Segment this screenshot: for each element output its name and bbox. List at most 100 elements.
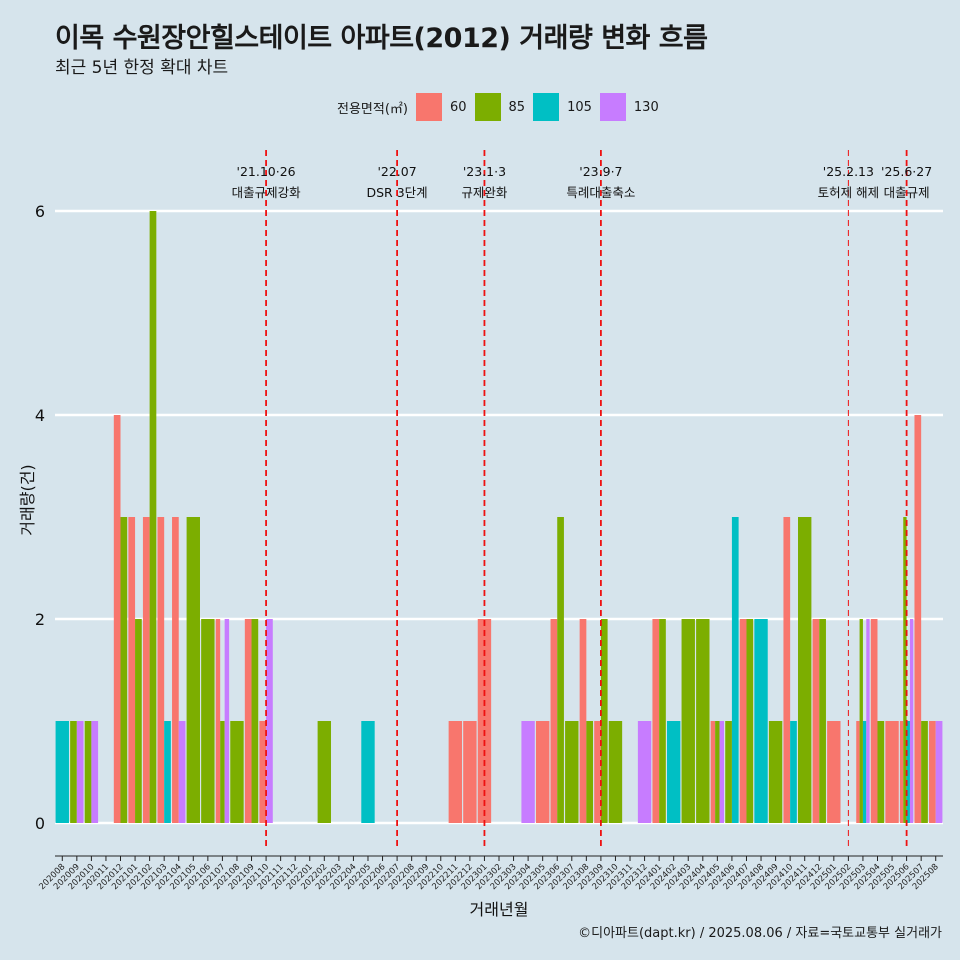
event-label-5: 대출규제 — [884, 185, 930, 200]
bar-85-202405 — [715, 721, 720, 823]
bar-85-202406 — [725, 721, 732, 823]
bar-105-202008 — [55, 721, 69, 823]
event-date-3: '23.9·7 — [579, 164, 622, 179]
bar-60-202504 — [870, 619, 878, 823]
legend-item-60: 60 — [415, 93, 467, 121]
bar-60-202109 — [244, 619, 252, 823]
event-label-4: 토허제 해제 — [818, 185, 879, 200]
bar-60-202104 — [172, 517, 179, 823]
bar-60-202309 — [594, 721, 601, 823]
bar-60-202308 — [579, 619, 587, 823]
bar-130-202503 — [866, 619, 870, 823]
bar-85-202401 — [659, 619, 666, 823]
y-axis-title: 거래량(건) — [18, 464, 37, 535]
bar-105-202103 — [164, 721, 171, 823]
legend-label-60: 60 — [449, 99, 467, 115]
bar-105-202408 — [754, 619, 768, 823]
bar-60-202503 — [856, 721, 860, 823]
y-tick-label: 0 — [35, 814, 45, 833]
legend-label-85: 85 — [508, 99, 526, 115]
bar-85-202306 — [557, 517, 564, 823]
event-date-4: '25.2.13 — [823, 164, 874, 179]
bar-130-202104 — [178, 721, 186, 823]
legend-item-130: 130 — [599, 93, 659, 121]
y-tick-label: 4 — [35, 406, 45, 425]
caption: ©디아파트(dapt.kr) / 2025.08.06 / 자료=국토교통부 실… — [578, 926, 942, 941]
bar-60-202507 — [914, 415, 922, 823]
bar-60-202211 — [448, 721, 463, 823]
legend-swatch-130 — [599, 93, 626, 121]
bar-60-202506 — [899, 721, 904, 823]
event-date-2: '23.1·3 — [463, 164, 506, 179]
bar-130-202405 — [719, 721, 725, 823]
bar-85-202411 — [798, 517, 812, 823]
bar-85-202109 — [251, 619, 259, 823]
bar-60-202107 — [215, 619, 221, 823]
bar-85-202106 — [201, 619, 215, 823]
bar-130-202312 — [637, 721, 652, 823]
bar-85-202310 — [608, 721, 623, 823]
bar-60-202508 — [929, 721, 936, 823]
legend-item-105: 105 — [533, 93, 592, 121]
bar-60-202407 — [739, 619, 747, 823]
legend-swatch-85 — [474, 93, 501, 121]
event-date-1: '22.07 — [377, 164, 416, 179]
bar-60-202405 — [710, 721, 716, 823]
bar-85-202107 — [220, 721, 225, 823]
legend: 전용면적(㎡) 60 85 105 130 — [337, 93, 667, 121]
bar-85-202101 — [135, 619, 142, 823]
bar-60-202212 — [463, 721, 477, 823]
legend-label-130: 130 — [633, 99, 659, 115]
bar-85-202010 — [84, 721, 92, 823]
bar-85-202409 — [768, 721, 783, 823]
bar-85-202403 — [681, 619, 695, 823]
bar-85-202503 — [859, 619, 863, 823]
legend-title: 전용면적(㎡) — [337, 101, 408, 117]
bar-85-202108 — [230, 721, 244, 823]
bar-130-202009 — [76, 721, 84, 823]
chart-subtitle: 최근 5년 한정 확대 차트 — [55, 58, 229, 78]
bar-105-202503 — [862, 721, 867, 823]
bar-85-202412 — [819, 619, 826, 823]
bar-130-202304 — [521, 721, 535, 823]
bar-85-202407 — [746, 619, 754, 823]
bar-60-202110 — [259, 721, 267, 823]
bar-85-202105 — [186, 517, 200, 823]
bar-105-202205 — [361, 721, 375, 823]
bar-85-202012 — [120, 517, 128, 823]
bar-60-202103 — [157, 517, 165, 823]
bar-60-202012 — [113, 415, 121, 823]
event-label-1: DSR 3단계 — [367, 185, 428, 200]
bar-60-202501 — [827, 721, 841, 823]
event-label-0: 대출규제강화 — [232, 185, 302, 200]
bar-85-202404 — [696, 619, 710, 823]
bar-60-202412 — [812, 619, 820, 823]
event-label-2: 규제완화 — [461, 185, 508, 200]
bar-85-202506 — [903, 517, 907, 823]
bar-130-202107 — [224, 619, 230, 823]
y-tick-label: 6 — [35, 202, 45, 221]
event-date-5: '25.6·27 — [881, 164, 932, 179]
legend-swatch-60 — [415, 93, 442, 121]
bar-60-202102 — [142, 517, 150, 823]
chart-title: 이목 수원장안힐스테이트 아파트(2012) 거래량 변화 흐름 — [55, 23, 708, 54]
bar-60-202401 — [652, 619, 660, 823]
bar-130-202010 — [91, 721, 99, 823]
bar-85-202308 — [586, 721, 594, 823]
bar-60-202306 — [550, 619, 558, 823]
bar-105-202410 — [790, 721, 797, 823]
bar-60-202101 — [128, 517, 136, 823]
bar-130-202508 — [935, 721, 943, 823]
bar-85-202504 — [877, 721, 885, 823]
bar-85-202309 — [600, 619, 608, 823]
legend-swatch-105 — [533, 93, 560, 121]
legend-item-85: 85 — [474, 93, 526, 121]
bar-60-202410 — [783, 517, 791, 823]
bar-60-202305 — [535, 721, 550, 823]
bar-60-202505 — [885, 721, 899, 823]
x-axis-title: 거래년월 — [470, 900, 529, 919]
bar-85-202009 — [70, 721, 77, 823]
bar-105-202406 — [731, 517, 739, 823]
bar-130-202506 — [909, 619, 914, 823]
